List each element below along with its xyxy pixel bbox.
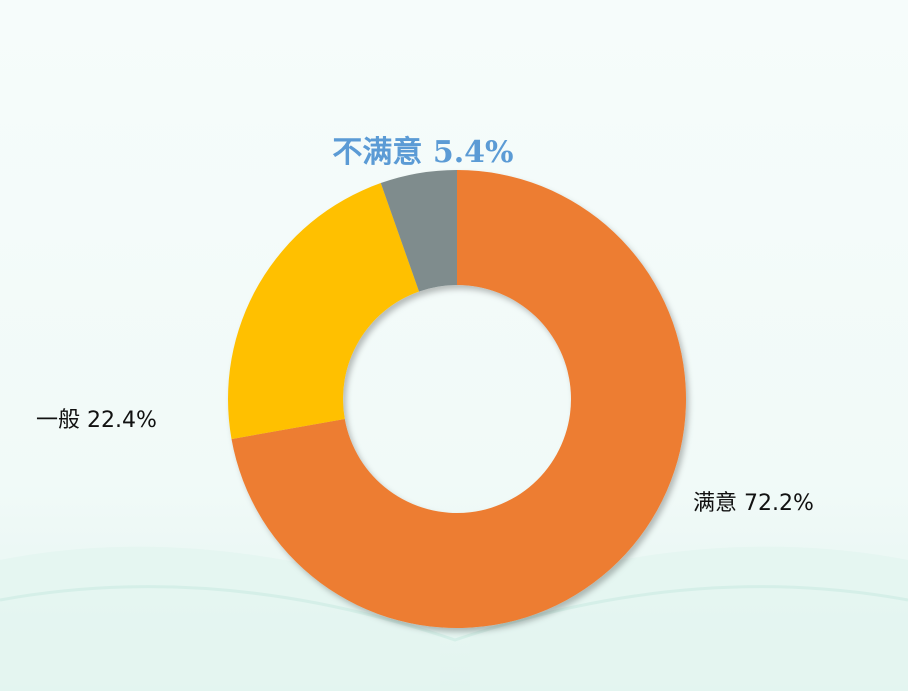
slice-label-yiban: 一般 22.4% <box>36 408 157 433</box>
donut-slices <box>228 170 686 628</box>
slice-label-manyi: 满意 72.2% <box>693 491 814 516</box>
slice-yiban <box>228 183 420 440</box>
background-book-line <box>0 585 908 642</box>
slice-manyi <box>231 170 686 628</box>
slice-label-bumanyi: 不满意 5.4% <box>332 135 513 170</box>
slice-bumanyi <box>380 170 457 292</box>
